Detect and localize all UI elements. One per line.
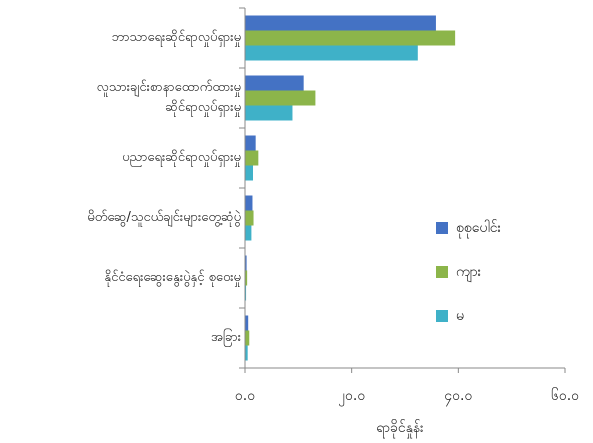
x-tick-labels: ၀.၀ ၂၀.၀ ၄၀.၀ ၆၀.၀ — [235, 388, 579, 406]
category-label-line: ဘာသာရေးဆိုင်ရာလှုပ်ရှားမှု — [111, 30, 241, 45]
bar-s1-c3 — [245, 210, 254, 226]
legend-item-male: ကျား — [436, 262, 501, 282]
category-label-0: ဘာသာရေးဆိုင်ရာလှုပ်ရှားမှု — [112, 28, 241, 48]
category-label-line: အခြား — [210, 330, 241, 345]
bar-s2-c5 — [245, 345, 248, 361]
bar-s1-c0 — [245, 30, 456, 46]
legend-swatch-total — [436, 222, 448, 234]
bar-s0-c2 — [245, 135, 256, 151]
bar-s2-c1 — [245, 105, 293, 121]
category-label-2: ပညာရေးဆိုင်ရာလှုပ်ရှားမှု — [122, 148, 241, 168]
legend: စုစုပေါင်း ကျား မ — [436, 218, 501, 350]
category-label-1: လူသားချင်းစာနာထောက်ထားမှုဆိုင်ရာလှုပ်ရှာ… — [97, 78, 241, 118]
bar-s2-c0 — [245, 45, 418, 61]
category-label-line: ပညာရေးဆိုင်ရာလှုပ်ရှားမှု — [122, 150, 241, 165]
bar-s0-c4 — [245, 255, 247, 271]
x-tick-label-1: ၂၀.၀ — [338, 388, 365, 406]
bar-s0-c5 — [245, 315, 249, 331]
x-tick-label-3: ၆၀.၀ — [551, 388, 579, 404]
bar-s2-c3 — [245, 225, 252, 241]
bar-s1-c2 — [245, 150, 259, 166]
category-label-3: မိတ်ဆွေ/သူငယ်ချင်းများတွေ့ဆုံပွဲ — [87, 208, 241, 228]
axes-group — [239, 7, 566, 373]
bar-s2-c2 — [245, 165, 253, 181]
x-tick-label-0: ၀.၀ — [235, 388, 255, 404]
bar-s1-c1 — [245, 90, 316, 106]
bar-s0-c3 — [245, 195, 253, 211]
legend-item-female: မ — [436, 306, 501, 326]
category-label-line: နိုင်ငံရေးဆွေးနွေးပွဲနှင့် စုဝေးမှု — [104, 270, 241, 285]
bars-group — [245, 15, 456, 361]
category-label-line: ဆိုင်ရာလှုပ်ရှားမှု — [165, 100, 241, 115]
bar-s2-c4 — [245, 285, 247, 301]
category-label-4: နိုင်ငံရေးဆွေးနွေးပွဲနှင့် စုဝေးမှု — [104, 268, 241, 288]
legend-item-total: စုစုပေါင်း — [436, 218, 501, 238]
x-axis-title: ရာခိုင်နှုန်း — [376, 420, 424, 436]
legend-swatch-male — [436, 266, 448, 278]
legend-label-total: စုစုပေါင်း — [456, 219, 502, 236]
category-label-5: အခြား — [211, 328, 241, 348]
legend-label-male: ကျား — [456, 263, 482, 280]
category-label-line: မိတ်ဆွေ/သူငယ်ချင်းများတွေ့ဆုံပွဲ — [87, 210, 241, 225]
bar-s1-c4 — [245, 270, 248, 286]
bar-s0-c0 — [245, 15, 436, 31]
legend-label-female: မ — [456, 307, 464, 324]
x-tick-label-2: ၄၀.၀ — [444, 388, 472, 406]
bar-s1-c5 — [245, 330, 250, 346]
category-label-line: လူသားချင်းစာနာထောက်ထားမှု — [96, 80, 241, 95]
bar-s0-c1 — [245, 75, 304, 91]
legend-swatch-female — [436, 310, 448, 322]
